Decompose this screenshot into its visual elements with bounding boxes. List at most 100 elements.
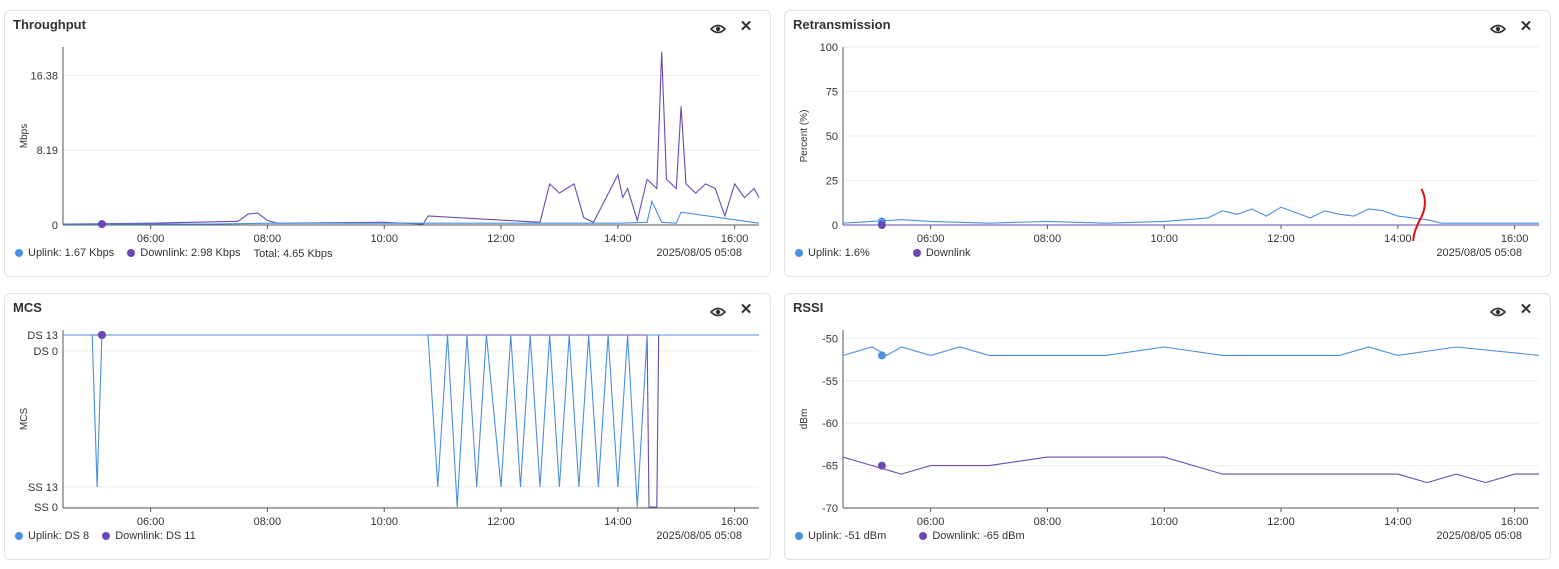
panel-title: Retransmission xyxy=(793,17,891,32)
hover-point-downlink xyxy=(97,331,106,339)
legend-uplink-label: Uplink: 1.6% xyxy=(808,247,870,259)
legend-downlink-label: Downlink: -65 dBm xyxy=(932,530,1025,542)
x-tick-label: 10:00 xyxy=(370,516,398,526)
x-tick-label: 08:00 xyxy=(254,233,282,243)
x-tick-label: 12:00 xyxy=(1267,516,1295,526)
y-tick-label: -60 xyxy=(822,418,838,430)
legend-downlink[interactable]: Downlink xyxy=(912,247,971,259)
y-tick-label: 0 xyxy=(832,220,838,232)
legend-uplink[interactable]: Uplink: DS 8 xyxy=(15,530,89,542)
legend-total-label: Total: 4.65 Kbps xyxy=(253,248,333,260)
x-tick-label: 12:00 xyxy=(487,516,515,526)
series-line-uplink xyxy=(63,199,760,225)
x-tick-label: 06:00 xyxy=(137,233,165,243)
y-tick-label: DS 13 xyxy=(27,330,58,342)
retransmission-panel: Retransmission ✕ 0 25 50 75 100 Percent (%) 06… xyxy=(784,10,1551,277)
series-line-downlink xyxy=(62,51,760,225)
y-tick-label: -65 xyxy=(822,461,838,473)
legend-downlink-label: Downlink xyxy=(925,247,971,259)
x-tick-label: 14:00 xyxy=(604,516,632,526)
x-tick-label: 14:00 xyxy=(604,233,632,243)
x-tick-label: 16:00 xyxy=(1501,516,1529,526)
series-line-downlink xyxy=(842,456,1539,484)
x-tick-label: 14:00 xyxy=(1384,516,1412,526)
rssi-chart: -70 -65 -60 -55 -50 dBm 06:00 08:00 10:00 12:00 14… xyxy=(799,330,1540,526)
uplink-dot-icon xyxy=(15,532,23,540)
series-line-downlink xyxy=(63,334,759,508)
legend-uplink[interactable]: Uplink: 1.67 Kbps xyxy=(15,247,114,259)
x-tick-label: 16:00 xyxy=(721,516,749,526)
x-tick-label: 10:00 xyxy=(370,233,398,243)
y-tick-label: -50 xyxy=(822,333,838,345)
legend-uplink[interactable]: Uplink: 1.6% xyxy=(795,247,870,259)
eye-icon[interactable] xyxy=(710,23,726,35)
uplink-dot-icon xyxy=(795,249,803,257)
rssi-panel: RSSI ✕ -70 -65 -60 -55 -50 dBm 06:00 08:00 10:00… xyxy=(784,293,1551,560)
x-tick-label: 06:00 xyxy=(917,516,945,526)
y-axis-label: dBm xyxy=(799,409,810,430)
series-line-uplink xyxy=(842,346,1540,357)
x-tick-label: 08:00 xyxy=(1034,233,1062,243)
hover-point-downlink xyxy=(877,461,886,470)
x-tick-label: 10:00 xyxy=(1150,233,1178,243)
panel-title: MCS xyxy=(13,300,42,315)
throughput-chart: 0 8.19 16.38 Mbps 06:00 08:00 10:00 12:00 14:00 1… xyxy=(19,47,760,243)
x-tick-label: 12:00 xyxy=(487,233,515,243)
close-icon[interactable]: ✕ xyxy=(739,18,753,35)
hover-point-downlink xyxy=(877,221,886,229)
close-icon[interactable]: ✕ xyxy=(1519,18,1533,35)
panel-title: Throughput xyxy=(13,17,86,32)
legend-downlink[interactable]: Downlink: DS 11 xyxy=(102,530,196,542)
legend-uplink[interactable]: Uplink: -51 dBm xyxy=(795,530,886,542)
chart-legend: Uplink: DS 8 Downlink: DS 11 xyxy=(15,530,206,543)
y-tick-label: DS 0 xyxy=(34,346,58,358)
y-axis-label: Mbps xyxy=(19,124,30,148)
y-tick-label: 50 xyxy=(826,131,838,143)
chart-legend: Uplink: -51 dBm Downlink: -65 dBm xyxy=(795,530,1035,543)
legend-uplink-label: Uplink: -51 dBm xyxy=(808,530,887,542)
eye-icon[interactable] xyxy=(710,306,726,318)
mcs-panel: MCS ✕ SS 0 SS 13 DS 0 DS 13 MCS 06:00 08:00 10:… xyxy=(4,293,771,560)
legend-uplink-label: Uplink: 1.67 Kbps xyxy=(28,247,115,259)
downlink-dot-icon xyxy=(919,532,928,540)
y-tick-label: 25 xyxy=(826,176,838,188)
y-tick-label: 75 xyxy=(826,87,838,99)
eye-icon[interactable] xyxy=(1490,23,1506,35)
timestamp: 2025/08/05 05:08 xyxy=(1436,530,1522,542)
x-tick-label: 06:00 xyxy=(917,233,945,243)
legend-total: Total: 4.65 Kbps xyxy=(254,248,333,260)
y-tick-label: 0 xyxy=(52,220,58,232)
legend-downlink-label: Downlink: DS 11 xyxy=(115,530,196,542)
legend-uplink-label: Uplink: DS 8 xyxy=(28,530,90,542)
close-icon[interactable]: ✕ xyxy=(739,301,753,318)
chart-legend: Uplink: 1.6% Downlink xyxy=(795,247,980,260)
x-tick-label: 16:00 xyxy=(721,233,749,243)
close-icon[interactable]: ✕ xyxy=(1519,301,1533,318)
series-line-uplink xyxy=(63,334,759,508)
downlink-dot-icon xyxy=(912,249,921,257)
eye-icon[interactable] xyxy=(1490,306,1506,318)
legend-downlink[interactable]: Downlink: 2.98 Kbps xyxy=(127,247,241,259)
annotation-mark xyxy=(1412,188,1426,242)
x-tick-label: 06:00 xyxy=(137,516,165,526)
y-tick-label: 8.19 xyxy=(37,145,58,157)
y-tick-label: SS 0 xyxy=(34,502,58,514)
hover-point-uplink xyxy=(877,351,886,360)
x-tick-label: 08:00 xyxy=(254,516,282,526)
x-tick-label: 08:00 xyxy=(1034,516,1062,526)
timestamp: 2025/08/05 05:08 xyxy=(656,247,742,259)
retransmission-chart: 0 25 50 75 100 Percent (%) 06:00 08:00 10:00 12:0… xyxy=(799,42,1539,243)
y-tick-label: 100 xyxy=(820,42,838,54)
uplink-dot-icon xyxy=(795,532,803,540)
legend-downlink[interactable]: Downlink: -65 dBm xyxy=(919,530,1025,542)
chart-legend: Uplink: 1.67 Kbps Downlink: 2.98 Kbps To… xyxy=(15,247,343,260)
x-tick-label: 12:00 xyxy=(1267,233,1295,243)
uplink-dot-icon xyxy=(15,249,23,257)
y-axis-label: Percent (%) xyxy=(799,110,810,163)
x-tick-label: 16:00 xyxy=(1501,233,1529,243)
timestamp: 2025/08/05 05:08 xyxy=(1436,247,1522,259)
downlink-dot-icon xyxy=(102,532,111,540)
series-line-uplink xyxy=(842,206,1539,224)
downlink-dot-icon xyxy=(127,249,136,257)
y-axis-label: MCS xyxy=(19,408,30,431)
